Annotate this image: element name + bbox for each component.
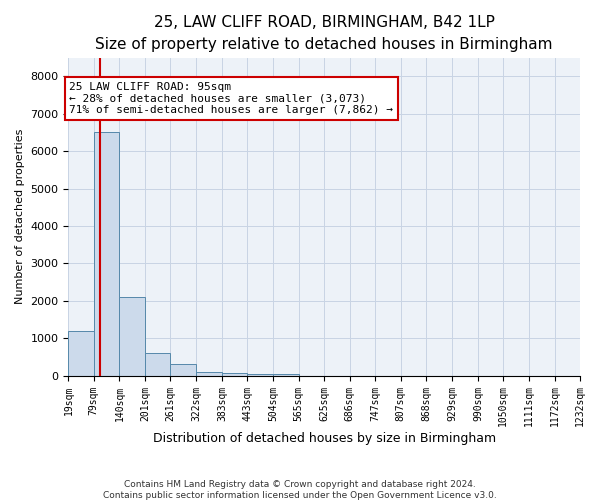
X-axis label: Distribution of detached houses by size in Birmingham: Distribution of detached houses by size … (152, 432, 496, 445)
Bar (247, 374, 273, 376)
Bar (170, 364, 196, 376)
Bar (119, 297, 145, 376)
Text: 25 LAW CLIFF ROAD: 95sqm
← 28% of detached houses are smaller (3,073)
71% of sem: 25 LAW CLIFF ROAD: 95sqm ← 28% of detach… (69, 82, 393, 115)
Bar (273, 374, 299, 376)
Text: Contains HM Land Registry data © Crown copyright and database right 2024.
Contai: Contains HM Land Registry data © Crown c… (103, 480, 497, 500)
Bar (196, 372, 222, 376)
Bar (222, 373, 247, 376)
Bar (94, 132, 119, 376)
Y-axis label: Number of detached properties: Number of detached properties (15, 129, 25, 304)
Title: 25, LAW CLIFF ROAD, BIRMINGHAM, B42 1LP
Size of property relative to detached ho: 25, LAW CLIFF ROAD, BIRMINGHAM, B42 1LP … (95, 15, 553, 52)
Bar (145, 353, 170, 376)
Bar (68, 330, 94, 376)
